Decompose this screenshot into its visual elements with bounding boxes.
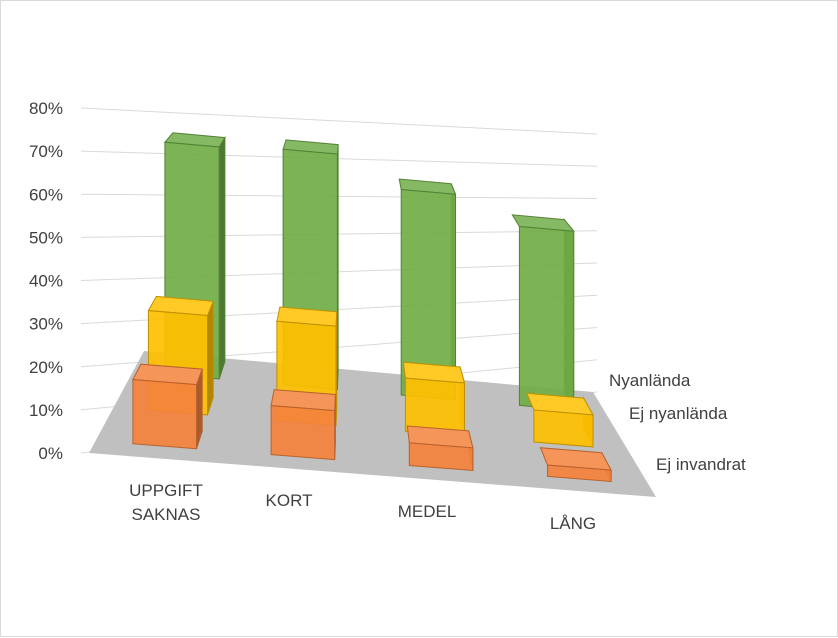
- series-label: Ej nyanlända: [629, 404, 728, 423]
- gridline: [80, 193, 598, 199]
- bar-ej-invandrat: [270, 389, 336, 461]
- category-label: KORT: [266, 491, 313, 510]
- bar-ej-invandrat: [132, 363, 203, 450]
- bar-side: [207, 301, 214, 416]
- category-label: LÅNG: [550, 514, 596, 533]
- bar-front: [533, 409, 594, 448]
- bar-front: [547, 464, 612, 483]
- gridline: [80, 107, 598, 135]
- bar-ej-nyanlnda: [402, 361, 466, 437]
- series-label: Ej invandrat: [656, 455, 746, 474]
- y-tick-label: 20%: [29, 358, 63, 377]
- series-label: Nyanlända: [609, 371, 691, 390]
- chart-floor: [89, 351, 656, 497]
- bar-front: [132, 379, 197, 450]
- y-tick-label: 60%: [29, 185, 63, 204]
- y-tick-label: 50%: [29, 228, 63, 247]
- y-tick-label: 80%: [29, 99, 63, 118]
- bar-nyanlnda: [511, 214, 575, 411]
- category-label: MEDEL: [398, 502, 457, 521]
- depth-axis: Ej invandrat Ej nyanlända Nyanlända: [609, 371, 746, 474]
- bar-nyanlnda: [398, 178, 457, 401]
- category-label: UPPGIFT SAKNAS: [129, 481, 203, 524]
- x-axis: UPPGIFT SAKNAS KORT MEDEL LÅNG: [129, 481, 596, 533]
- bar-front: [518, 225, 575, 411]
- bar-side: [218, 135, 226, 380]
- y-tick-label: 40%: [29, 272, 63, 291]
- y-tick-label: 30%: [29, 315, 63, 334]
- y-tick-label: 0%: [38, 444, 63, 463]
- y-tick-label: 10%: [29, 401, 63, 420]
- bars: [132, 132, 612, 483]
- bar-front: [408, 442, 474, 472]
- y-tick-label: 70%: [29, 142, 63, 161]
- gridline: [80, 150, 598, 167]
- bar-ej-invandrat: [406, 425, 474, 472]
- bar-ej-invandrat: [539, 447, 612, 483]
- bar-front: [270, 405, 336, 461]
- y-axis: 0% 10% 20% 30% 40% 50% 60% 70% 80%: [29, 99, 63, 463]
- bar-ej-nyanlnda: [526, 392, 594, 448]
